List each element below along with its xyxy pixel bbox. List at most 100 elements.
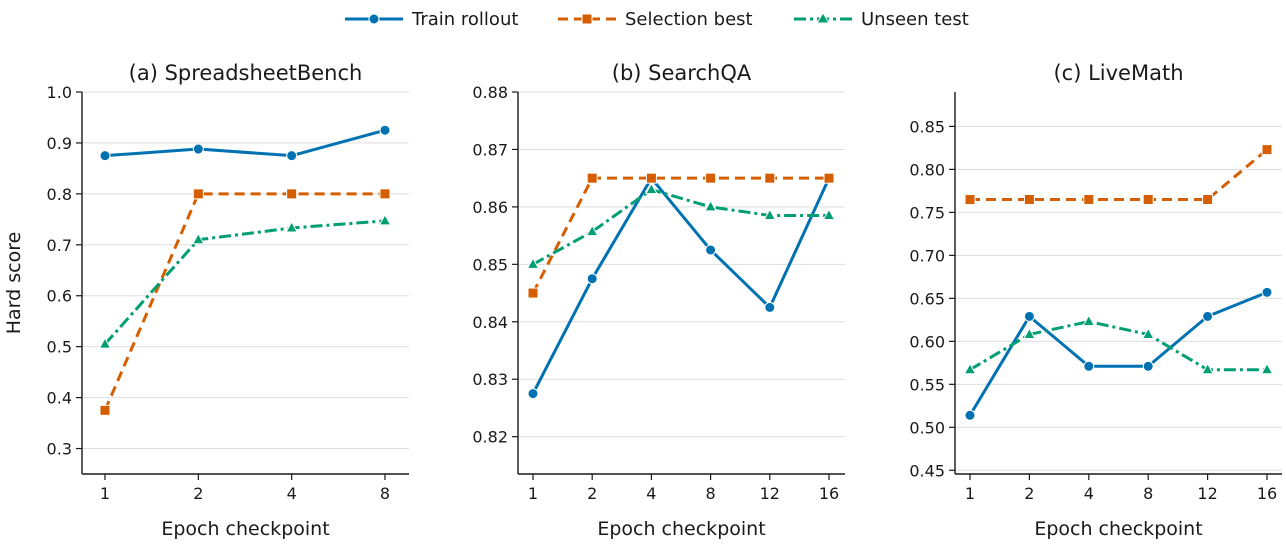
panel-title: (b) SearchQA [612, 61, 752, 85]
data-point-selection-best [705, 172, 717, 184]
y-tick-label: 0.5 [47, 338, 72, 357]
x-tick-label: 1 [528, 484, 538, 503]
series-line-train-rollout [968, 290, 1268, 417]
data-point-unseen-test [1082, 314, 1096, 327]
data-point-unseen-test [1260, 362, 1274, 375]
y-tick-label: 0.88 [472, 83, 508, 102]
x-tick-label: 12 [760, 484, 780, 503]
y-tick-label: 0.55 [909, 375, 945, 394]
x-tick-label: 1 [965, 484, 975, 503]
data-point-selection-best [586, 172, 598, 184]
y-tick-label: 0.85 [909, 117, 945, 136]
y-tick-label: 0.87 [472, 140, 508, 159]
data-point-selection-best [1261, 144, 1273, 156]
y-tick-label: 0.65 [909, 289, 945, 308]
data-point-unseen-test [1141, 327, 1155, 339]
legend-marker-train-rollout [368, 13, 380, 25]
data-point-unseen-test [645, 182, 658, 195]
x-tick-label: 8 [380, 484, 390, 503]
data-point-train-rollout [1142, 360, 1154, 372]
data-point-unseen-test [585, 224, 599, 237]
x-tick-label: 16 [819, 484, 839, 503]
y-tick-label: 0.80 [909, 160, 945, 179]
panel-title: (a) SpreadsheetBench [129, 61, 363, 85]
data-point-train-rollout [705, 244, 717, 256]
x-tick-label: 2 [1024, 484, 1034, 503]
y-tick-label: 0.82 [472, 428, 508, 447]
series-line-selection-best [970, 148, 1268, 201]
y-tick-label: 0.8 [47, 185, 72, 204]
data-point-train-rollout [586, 273, 598, 285]
legend: Train rollout Selection best Unseen test [345, 9, 969, 30]
panel-title: (c) LiveMath [1053, 61, 1183, 85]
data-point-selection-best [286, 188, 298, 200]
legend-entry-selection-best: Selection best [558, 9, 753, 30]
x-tick-label: 1 [100, 484, 110, 503]
data-point-selection-best [1083, 193, 1095, 205]
legend-marker-selection-best [581, 13, 593, 25]
y-tick-label: 0.6 [47, 287, 72, 306]
y-tick-label: 0.7 [47, 236, 72, 255]
x-axis-label: Epoch checkpoint [161, 518, 329, 540]
y-tick-label: 0.83 [472, 370, 508, 389]
series-line-train-rollout [104, 128, 386, 158]
data-point-train-rollout [99, 150, 111, 162]
data-point-selection-best [645, 172, 657, 184]
data-point-unseen-test [378, 213, 392, 226]
data-point-train-rollout [379, 124, 391, 136]
data-point-selection-best [527, 287, 539, 299]
data-point-train-rollout [1023, 310, 1035, 322]
data-point-unseen-test [822, 208, 836, 221]
x-tick-label: 4 [287, 484, 297, 503]
x-tick-label: 4 [1084, 484, 1094, 503]
series-line-unseen-test [103, 219, 386, 346]
x-tick-label: 12 [1197, 484, 1217, 503]
data-point-selection-best [1142, 193, 1154, 205]
data-point-train-rollout [1083, 360, 1095, 372]
data-point-unseen-test [763, 208, 777, 221]
data-point-train-rollout [1261, 286, 1273, 298]
legend-marker-unseen-test [816, 12, 830, 24]
data-point-unseen-test [191, 232, 205, 245]
y-tick-label: 0.70 [909, 246, 945, 265]
data-point-selection-best [764, 172, 776, 184]
legend-entry-unseen-test: Unseen test [794, 9, 969, 30]
y-tick-label: 0.84 [472, 313, 508, 332]
data-point-train-rollout [764, 301, 776, 313]
data-point-selection-best [823, 172, 835, 184]
panel-searchqa: 0.820.830.840.850.860.870.881 2 4 8 12 16(b) … [472, 61, 845, 540]
data-point-train-rollout [192, 143, 204, 155]
y-tick-label: 0.60 [909, 332, 945, 351]
y-tick-label: 1.0 [47, 83, 72, 102]
data-point-unseen-test [526, 257, 540, 269]
series-line-unseen-test [532, 188, 829, 266]
data-point-train-rollout [286, 150, 298, 162]
data-point-unseen-test [1201, 362, 1214, 375]
data-point-unseen-test [704, 199, 717, 212]
y-axis-label: Hard score [3, 232, 25, 335]
data-point-selection-best [964, 193, 976, 205]
data-point-unseen-test [98, 337, 112, 349]
y-tick-label: 0.4 [47, 389, 72, 408]
x-tick-label: 16 [1257, 484, 1277, 503]
y-tick-label: 0.3 [47, 440, 72, 459]
data-point-unseen-test [285, 220, 299, 233]
data-point-selection-best [1202, 193, 1214, 205]
x-tick-label: 8 [706, 484, 716, 503]
x-axis-label: Epoch checkpoint [597, 518, 765, 540]
data-point-selection-best [99, 404, 111, 416]
data-point-train-rollout [964, 409, 976, 421]
x-tick-label: 4 [646, 484, 656, 503]
legend-label-unseen-test: Unseen test [861, 9, 969, 30]
y-tick-label: 0.45 [909, 461, 945, 480]
legend-label-train-rollout: Train rollout [411, 9, 518, 30]
x-axis-label: Epoch checkpoint [1034, 518, 1202, 540]
data-point-selection-best [192, 188, 204, 200]
data-point-selection-best [379, 188, 391, 200]
data-point-unseen-test [963, 362, 977, 375]
panel-spreadsheetbench: 0.3 0.4 0.5 0.6 0.7 0.8 0.9 1.0 1 2 4 8 (a) Spreadsh… [3, 61, 409, 540]
x-tick-label: 8 [1143, 484, 1153, 503]
x-tick-label: 2 [193, 484, 203, 503]
y-tick-label: 0.9 [47, 134, 72, 153]
